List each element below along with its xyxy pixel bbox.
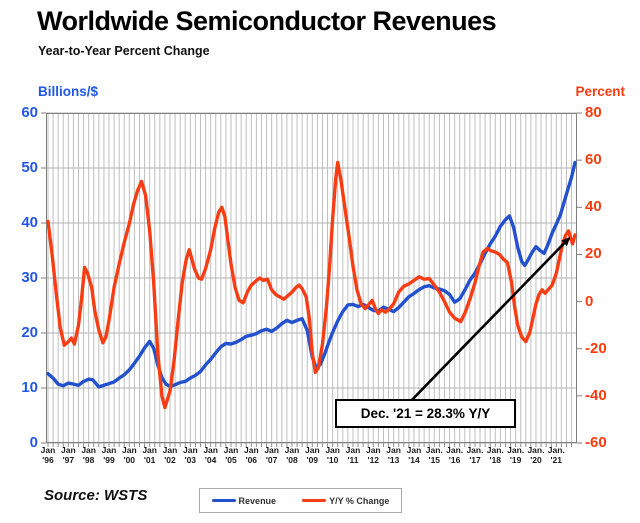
x-axis-tick: Jan. '18 [486,445,504,465]
annotation-callout: Dec. '21 = 28.3% Y/Y [335,399,516,428]
right-axis-tick: 20 [585,245,602,263]
right-axis-title: Percent [575,84,625,99]
x-axis-tick: Jan '05 [223,445,239,465]
x-axis-tick: Jan '08 [284,445,300,465]
x-axis-tick: Jan '98 [81,445,96,465]
x-axis-tick: Jan '99 [101,445,117,465]
right-axis-tick: 0 [585,292,594,310]
right-axis-tick: 80 [585,104,602,121]
right-axis-tick: 40 [585,198,602,216]
x-axis-tick: Jan '97 [61,445,76,465]
x-axis-tick: Jan '13 [386,445,401,465]
revenue-line-swatch [211,499,236,502]
x-axis-tick: Jan '07 [264,445,279,465]
x-axis-tick: Jan. '17 [466,445,484,465]
left-axis-tick: 40 [21,214,38,231]
x-axis-tick: Jan '01 [142,445,157,465]
legend-label-revenue: Revenue [238,495,277,506]
x-axis-tick: Jan '96 [40,445,56,465]
left-axis-tick: 20 [21,324,38,341]
chart-subtitle: Year-to-Year Percent Change [38,44,210,58]
x-axis-tick: Jan. '15 [425,445,443,465]
legend: Revenue Y/Y % Change [199,488,402,513]
x-axis-tick: Jan '10 [325,445,340,465]
legend-item-revenue: Revenue [211,495,277,506]
x-axis-tick: Jan '09 [304,445,320,465]
x-axis-tick: Jan. '19 [507,445,525,465]
legend-label-yy-change: Y/Y % Change [329,495,390,506]
chart-canvas [41,112,582,447]
page-title: Worldwide Semiconductor Revenues [37,6,497,36]
x-axis-tick: Jan '03 [182,445,198,465]
left-axis-tick: 50 [21,159,38,176]
left-axis-tick: 0 [29,434,38,451]
x-axis-tick: Jan '11 [345,445,361,465]
x-axis-tick: Jan '14 [406,445,422,465]
left-axis-tick: 30 [21,269,38,286]
right-axis-tick: -20 [585,339,607,357]
legend-item-yy-change: Y/Y % Change [302,496,389,506]
x-axis-tick: Jan. '21 [547,445,565,465]
annotation-text: Dec. '21 = 28.3% Y/Y [360,406,491,421]
x-axis-tick: Jan '02 [162,445,178,465]
x-axis-tick: Jan '06 [243,445,259,465]
left-axis-title: Billions/$ [38,84,99,99]
yy-change-line-swatch [302,499,327,502]
source-label: Source: WSTS [44,487,148,504]
x-axis-tick: Jan. '16 [446,445,464,465]
x-axis-tick: Jan '00 [121,445,137,465]
right-axis-tick: 60 [585,151,602,169]
x-axis-tick: Jan. '20 [527,445,545,465]
x-axis-tick: Jan '12 [365,445,381,465]
right-axis-tick: -40 [585,386,607,404]
left-axis-tick: 10 [21,379,38,396]
plot-area [41,112,582,447]
x-axis-tick: Jan '04 [203,445,218,465]
left-axis-tick: 60 [21,104,38,121]
right-axis-tick: -60 [585,434,607,451]
